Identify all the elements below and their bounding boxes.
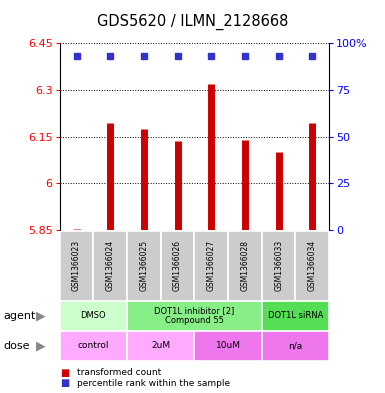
Text: ▶: ▶ (35, 339, 45, 352)
Bar (60, 231, 93, 301)
Text: 10uM: 10uM (216, 341, 241, 350)
Text: GSM1366034: GSM1366034 (308, 240, 317, 291)
Text: GSM1366023: GSM1366023 (72, 240, 81, 291)
Text: GSM1366026: GSM1366026 (173, 240, 182, 291)
Bar (296, 231, 329, 301)
Text: DOT1L siRNA: DOT1L siRNA (268, 311, 323, 320)
Text: DOT1L inhibitor [2]
Compound 55: DOT1L inhibitor [2] Compound 55 (154, 306, 234, 325)
Text: GSM1366024: GSM1366024 (106, 240, 115, 291)
Bar (161, 231, 194, 301)
Bar (262, 331, 329, 361)
Text: dose: dose (4, 341, 30, 351)
Text: GSM1366027: GSM1366027 (207, 240, 216, 291)
Bar (60, 301, 127, 331)
Text: 2uM: 2uM (151, 341, 170, 350)
Bar (194, 331, 262, 361)
Bar (262, 231, 296, 301)
Bar (93, 231, 127, 301)
Bar (60, 331, 127, 361)
Text: GDS5620 / ILMN_2128668: GDS5620 / ILMN_2128668 (97, 14, 288, 30)
Text: control: control (78, 341, 109, 350)
Bar (194, 231, 228, 301)
Text: transformed count: transformed count (77, 368, 161, 377)
Text: GSM1366033: GSM1366033 (274, 240, 283, 291)
Text: DMSO: DMSO (80, 311, 106, 320)
Text: GSM1366025: GSM1366025 (139, 240, 148, 291)
Bar (127, 301, 262, 331)
Text: GSM1366028: GSM1366028 (241, 240, 249, 291)
Text: n/a: n/a (288, 341, 303, 350)
Bar (127, 331, 194, 361)
Text: ■: ■ (60, 367, 69, 378)
Bar (228, 231, 262, 301)
Bar (262, 301, 329, 331)
Text: ■: ■ (60, 378, 69, 388)
Text: agent: agent (4, 311, 36, 321)
Text: ▶: ▶ (35, 309, 45, 322)
Text: percentile rank within the sample: percentile rank within the sample (77, 379, 230, 387)
Bar (127, 231, 161, 301)
